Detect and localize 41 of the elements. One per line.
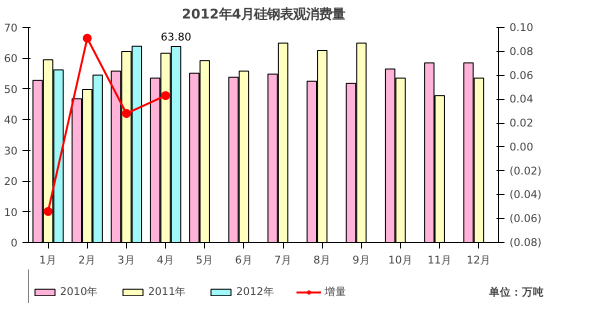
- x-tick-label: 1月: [39, 254, 57, 266]
- x-tick-label: 8月: [313, 254, 332, 266]
- y-tick-label: 0: [10, 236, 18, 250]
- x-tick-label: 4月: [156, 254, 174, 266]
- data-label: 63.80: [160, 30, 192, 44]
- y2-tick-label: 0.08: [510, 44, 534, 58]
- x-tick-label: 7月: [274, 254, 292, 266]
- text: 单位：万吨: [488, 285, 544, 298]
- y2-tick-label: (0.06): [510, 212, 542, 226]
- chart-title: 2012年4月硅钢表观消费量: [182, 8, 346, 22]
- y2-tick-label: (0.08): [510, 236, 542, 249]
- x-tick-label: 5月: [196, 254, 214, 266]
- y2-tick-label: 0.06: [510, 68, 534, 82]
- y2-tick-label: 0.00: [510, 140, 534, 154]
- point: [161, 91, 170, 100]
- legend-label: 2011年: [148, 285, 186, 299]
- y-tick-label: 60: [4, 52, 18, 66]
- x-tick-label: 9月: [352, 254, 370, 266]
- legend-label: 2010年: [60, 285, 98, 299]
- y2-tick-label: 0.04: [510, 92, 534, 106]
- y-tick-label: 50: [4, 82, 18, 96]
- x-tick-label: 10月: [388, 254, 413, 266]
- x-tick-label: 3月: [118, 254, 136, 266]
- x-tick-label: 12月: [466, 254, 492, 266]
- x-tick-label: 6月: [235, 254, 253, 266]
- y2-tick-label: 0.10: [510, 21, 534, 34]
- point: [44, 206, 53, 216]
- y-tick-label: 70: [4, 22, 18, 34]
- y2-tick-label: (0.02): [510, 164, 542, 178]
- point: [82, 34, 92, 43]
- y2-tick-label: (0.04): [510, 188, 542, 202]
- legend-label: 2012年: [236, 285, 274, 299]
- y2-tick-label: 0.02: [510, 116, 534, 130]
- y-tick-label: 40: [4, 114, 18, 127]
- point: [122, 109, 131, 118]
- y-tick-label: 20: [4, 175, 18, 188]
- legend-label: 增量: [324, 285, 346, 299]
- y-tick-label: 10: [4, 206, 18, 219]
- x-tick-label: 11月: [427, 254, 452, 266]
- x-tick-label: 2月: [78, 254, 96, 266]
- y-tick-label: 30: [4, 144, 18, 158]
